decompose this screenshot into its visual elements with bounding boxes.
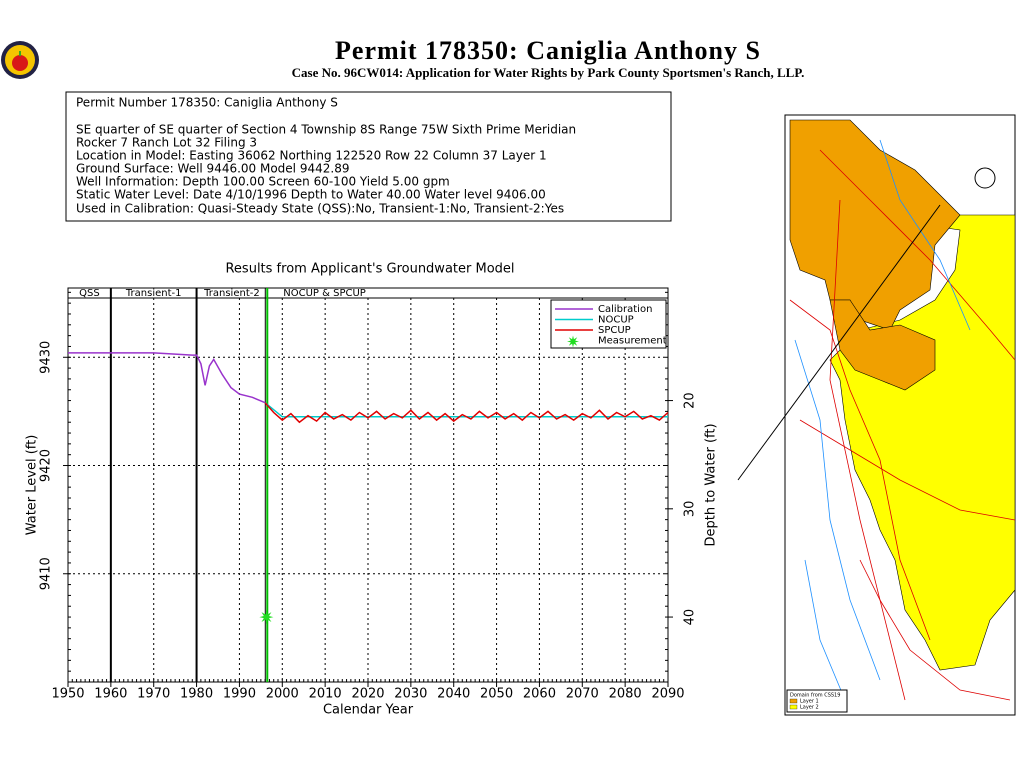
y-tick-label: 9410: [39, 557, 54, 590]
map-road: [859, 559, 1011, 701]
x-tick-label: 2020: [351, 687, 384, 702]
period-label: Transient-2: [203, 288, 260, 299]
info-line: SE quarter of SE quarter of Section 4 To…: [76, 123, 576, 137]
logo: [1, 41, 39, 79]
y2-tick-label: 20: [683, 392, 698, 409]
map-road: [819, 149, 1016, 361]
x-tick-label: 2090: [651, 687, 684, 702]
map-stream: [879, 139, 971, 331]
map-legend-swatch: [789, 698, 798, 704]
map-road: [829, 199, 906, 701]
legend-label: Calibration: [598, 304, 652, 315]
y2-axis-label: Depth to Water (ft): [704, 423, 719, 546]
legend-label: Measurement: [598, 336, 667, 347]
map-legend-swatch: [789, 704, 798, 710]
page-subtitle: Case No. 96CW014: Application for Water …: [292, 65, 805, 80]
y-tick-label: 9430: [39, 341, 54, 374]
period-label: NOCUP & SPCUP: [283, 288, 366, 299]
chart-title: Results from Applicant's Groundwater Mod…: [225, 262, 514, 277]
legend-label: NOCUP: [598, 315, 634, 326]
x-tick-label: 2040: [437, 687, 470, 702]
legend-box: [550, 299, 667, 349]
info-line: Static Water Level: Date 4/10/1996 Depth…: [76, 188, 546, 202]
period-label: Transient-1: [125, 288, 182, 299]
page-title: Permit 178350: Caniglia Anthony S: [335, 36, 761, 65]
period-label: QSS: [79, 288, 100, 299]
info-line: Well Information: Depth 100.00 Screen 60…: [76, 175, 450, 189]
measurement-marker: [259, 610, 274, 625]
y2-tick-label: 40: [683, 609, 698, 626]
x-tick-label: 2050: [480, 687, 513, 702]
x-tick-label: 2080: [609, 687, 642, 702]
map-road: [799, 419, 1016, 521]
info-box: [65, 91, 672, 222]
x-tick-label: 1950: [51, 687, 84, 702]
map-layer-1: [789, 119, 961, 331]
map-legend-title: Domain from CSS19: [790, 693, 840, 699]
x-tick-label: 2030: [394, 687, 427, 702]
map-layer-1b: [829, 299, 936, 391]
info-line: Ground Surface: Well 9446.00 Model 9442.…: [76, 162, 349, 176]
map-legend-label: Layer 1: [800, 699, 819, 705]
map-legend-label: Layer 2: [800, 705, 819, 711]
series-line: [264, 402, 669, 424]
info-line: Used in Calibration: Quasi-Steady State …: [76, 202, 564, 216]
map-pointer: [737, 204, 941, 481]
info-line: Permit Number 178350: Caniglia Anthony S: [76, 96, 338, 110]
y-axis-label: Water Level (ft): [25, 435, 40, 536]
map-stream: [794, 339, 881, 681]
x-tick-label: 1960: [94, 687, 127, 702]
x-axis-label: Calendar Year: [323, 703, 414, 718]
map-stream: [804, 559, 846, 701]
x-tick-label: 2060: [523, 687, 556, 702]
y-tick-label: 9420: [39, 449, 54, 482]
map-legend-box: [786, 689, 848, 713]
x-tick-label: 1990: [223, 687, 256, 702]
legend-label: SPCUP: [598, 325, 631, 336]
x-tick-label: 2010: [309, 687, 342, 702]
x-tick-label: 2000: [266, 687, 299, 702]
info-line: Location in Model: Easting 36062 Northin…: [76, 149, 547, 163]
x-tick-label: 2070: [566, 687, 599, 702]
x-tick-label: 1970: [137, 687, 170, 702]
compass: [974, 167, 996, 189]
info-line: Rocker 7 Ranch Lot 32 Filing 3: [76, 136, 257, 150]
x-tick-label: 1980: [180, 687, 213, 702]
map-road: [789, 299, 931, 641]
series-line: [68, 352, 266, 404]
legend-marker: [567, 335, 579, 348]
y2-tick-label: 30: [683, 501, 698, 518]
